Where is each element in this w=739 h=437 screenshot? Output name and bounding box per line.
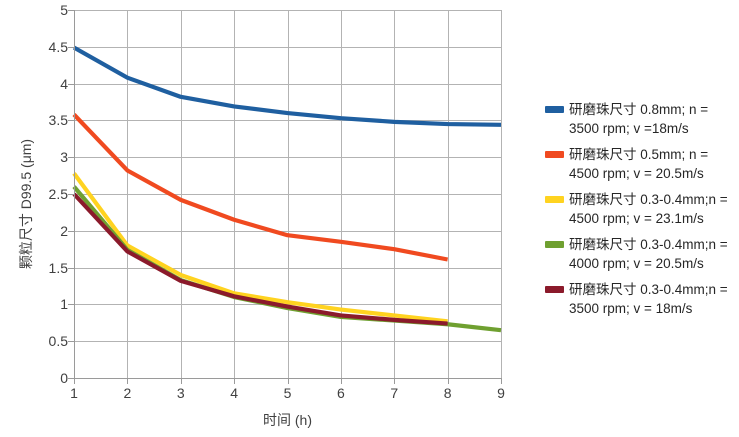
gridline-x: [180, 10, 182, 378]
gridline-x: [287, 10, 289, 378]
legend-swatch-icon: [545, 196, 564, 203]
series-line-1: [72, 45, 502, 127]
x-tick-label: 6: [336, 385, 345, 401]
legend-item-3[interactable]: 研磨珠尺寸 0.3-0.4mm;n = 4500 rpm; v = 23.1m/…: [545, 190, 739, 228]
x-tick-mark: [501, 378, 502, 384]
y-tick-label: 0: [60, 370, 68, 386]
y-tick-mark: [68, 83, 74, 85]
legend-swatch-icon: [545, 241, 564, 248]
legend-item-label: 研磨珠尺寸 0.5mm; n = 4500 rpm; v = 20.5m/s: [569, 147, 709, 181]
series-line-2: [72, 113, 449, 262]
y-tick-label: 2.5: [48, 186, 68, 202]
legend-item-5[interactable]: 研磨珠尺寸 0.3-0.4mm;n = 3500 rpm; v = 18m/s: [545, 280, 739, 318]
x-tick-label: 9: [497, 385, 505, 401]
x-tick-label: 7: [390, 385, 399, 401]
x-tick-label: 8: [443, 385, 452, 401]
legend: 研磨珠尺寸 0.8mm; n = 3500 rpm; v =18m/s 研磨珠尺寸…: [545, 100, 739, 325]
gridline-x: [447, 10, 449, 378]
legend-item-2[interactable]: 研磨珠尺寸 0.5mm; n = 4500 rpm; v = 20.5m/s: [545, 145, 739, 183]
legend-swatch-icon: [545, 286, 564, 293]
legend-item-label: 研磨珠尺寸 0.3-0.4mm;n = 3500 rpm; v = 18m/s: [569, 282, 728, 316]
y-tick-label: 3: [60, 149, 68, 166]
x-tick-mark: [287, 378, 289, 384]
y-axis-tick-labels: 0 0.5 1 1.5 2 2.5 3 3.5 4 4.5 5: [0, 0, 68, 437]
y-tick-label: 1: [60, 296, 68, 313]
y-tick-mark: [68, 304, 74, 306]
gridline-x: [394, 10, 396, 378]
legend-swatch-icon: [545, 151, 564, 158]
y-tick-label: 4: [60, 75, 68, 92]
y-tick-label: 4.5: [48, 38, 68, 55]
x-tick-mark: [74, 378, 75, 384]
legend-item-label: 研磨珠尺寸 0.3-0.4mm;n = 4000 rpm; v = 20.5m/…: [569, 237, 728, 271]
x-tick-label: 5: [283, 385, 292, 401]
gridline-x: [501, 10, 502, 378]
x-tick-mark: [340, 378, 342, 384]
y-tick-mark: [68, 341, 74, 343]
gridline-x: [234, 10, 236, 378]
y-tick-label: 0.5: [48, 333, 68, 350]
x-tick-mark: [447, 378, 449, 384]
y-tick-mark: [68, 194, 74, 195]
gridline-x: [127, 10, 129, 378]
series-line-3: [72, 172, 448, 324]
x-tick-mark: [394, 378, 396, 384]
legend-item-label: 研磨珠尺寸 0.3-0.4mm;n = 4500 rpm; v = 23.1m/…: [569, 192, 728, 226]
legend-item-label: 研磨珠尺寸 0.8mm; n = 3500 rpm; v =18m/s: [569, 102, 709, 136]
y-tick-mark: [68, 10, 74, 11]
x-tick-label: 4: [230, 385, 239, 401]
y-axis-title: 颗粒尺寸 D99.5 (μm): [18, 138, 34, 270]
x-tick-mark: [127, 378, 129, 384]
legend-item-4[interactable]: 研磨珠尺寸 0.3-0.4mm;n = 4000 rpm; v = 20.5m/…: [545, 235, 739, 273]
series-lines: [72, 45, 502, 333]
plot-area: [72, 10, 502, 379]
x-tick-label: 3: [176, 385, 185, 401]
x-tick-label: 2: [123, 385, 132, 401]
y-tick-label: 3.5: [48, 112, 68, 129]
y-tick-mark: [68, 267, 74, 269]
legend-swatch-icon: [545, 106, 564, 113]
series-line-5: [72, 192, 448, 326]
y-axis-line: [74, 10, 75, 379]
y-tick-mark: [68, 230, 74, 232]
y-tick-label: 5: [60, 2, 68, 18]
legend-item-1[interactable]: 研磨珠尺寸 0.8mm; n = 3500 rpm; v =18m/s: [545, 100, 739, 138]
y-tick-label: 1.5: [48, 259, 68, 276]
y-tick-mark: [68, 157, 74, 159]
x-tick-mark: [234, 378, 236, 384]
y-tick-mark: [68, 46, 74, 48]
gridline-x: [340, 10, 342, 378]
x-axis-title: 时间 (h): [263, 412, 312, 428]
x-tick-label: 1: [70, 385, 78, 401]
x-tick-mark: [180, 378, 182, 384]
y-tick-mark: [68, 120, 74, 122]
y-tick-mark: [68, 378, 74, 379]
y-tick-label: 2: [60, 222, 68, 239]
